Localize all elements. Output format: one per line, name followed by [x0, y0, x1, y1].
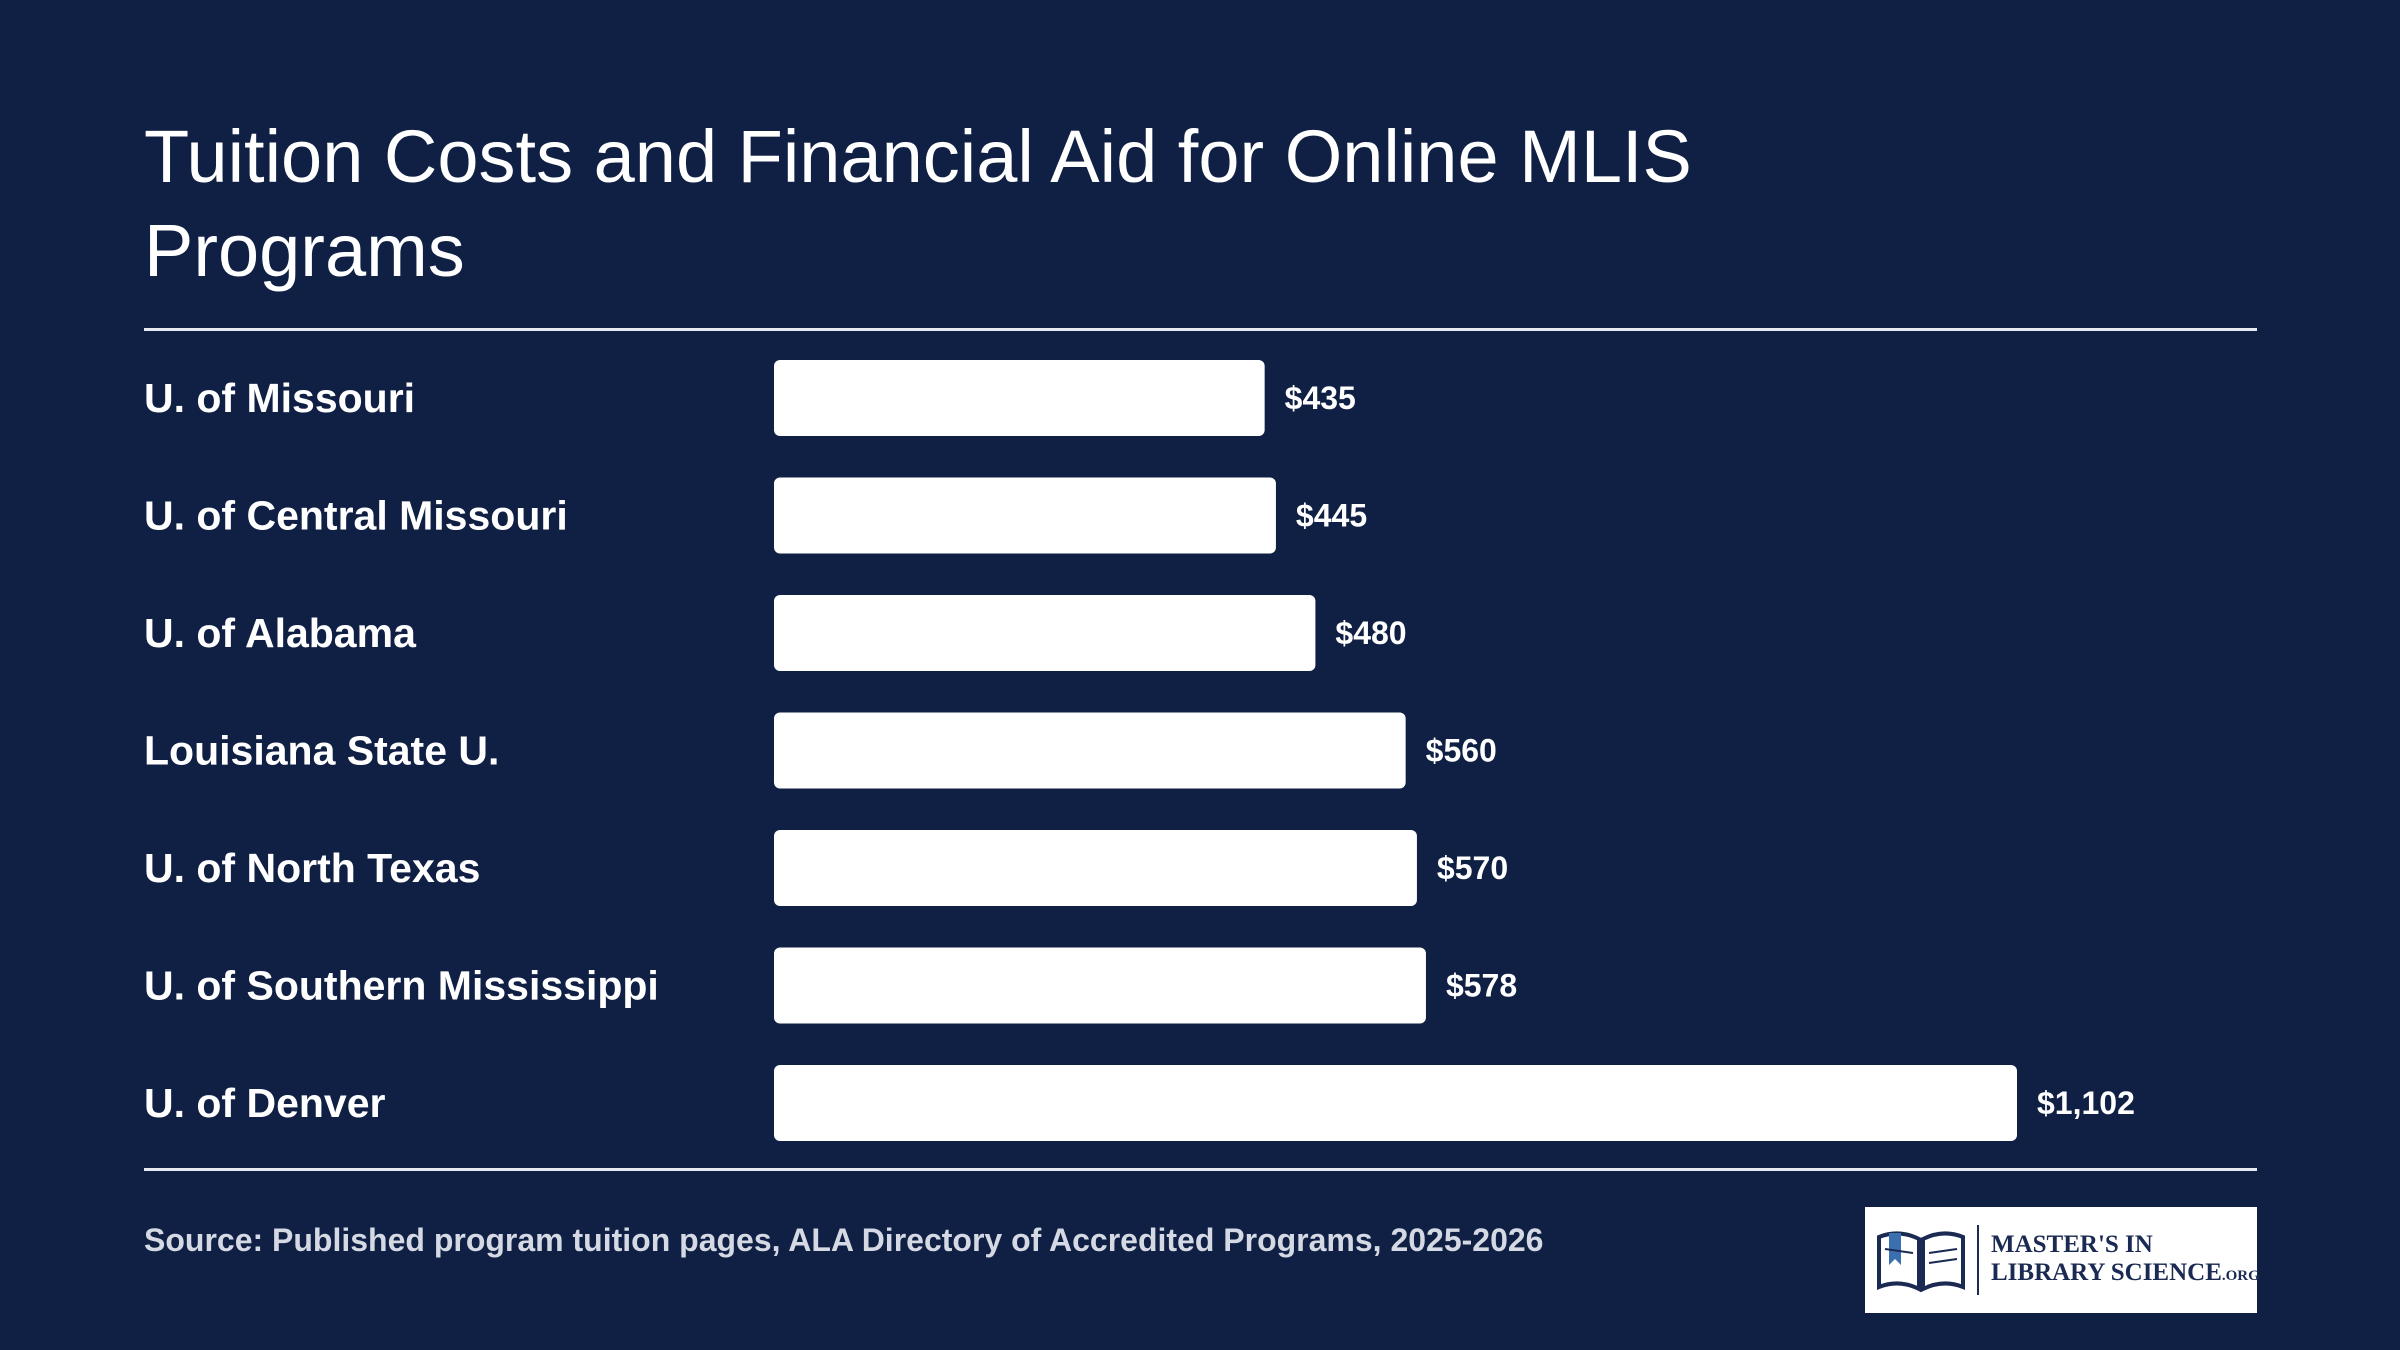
value-label: $445 [1296, 498, 1367, 534]
brand-logo[interactable]: MASTER'S IN LIBRARY SCIENCE.ORG [1865, 1207, 2260, 1313]
category-label: U. of North Texas [144, 845, 480, 891]
bar [774, 712, 1406, 789]
logo-divider [1977, 1225, 1979, 1295]
bar [774, 477, 1276, 554]
value-label: $1,102 [2037, 1085, 2135, 1121]
bar [774, 1065, 2017, 1141]
bar [774, 595, 1316, 671]
open-book-icon [1877, 1231, 1965, 1293]
category-label: U. of Central Missouri [144, 493, 568, 539]
chart-title: Tuition Costs and Financial Aid for Onli… [144, 115, 1692, 292]
logo-line-1: MASTER'S IN [1991, 1231, 2153, 1258]
value-label: $435 [1285, 380, 1356, 416]
source-note: Source: Published program tuition pages,… [144, 1222, 1544, 1258]
category-label: Louisiana State U. [144, 728, 499, 774]
logo-suffix: .ORG [2221, 1268, 2260, 1284]
logo-line-2: LIBRARY SCIENCE [1991, 1259, 2222, 1286]
bar [774, 947, 1426, 1024]
bar [774, 360, 1265, 436]
bar [774, 830, 1417, 906]
top-divider [144, 328, 2257, 331]
value-label: $560 [1426, 733, 1497, 769]
category-label: U. of Southern Mississippi [144, 963, 659, 1009]
category-label: U. of Missouri [144, 375, 415, 421]
value-label: $570 [1437, 850, 1508, 886]
value-label: $480 [1335, 615, 1406, 651]
category-label: U. of Alabama [144, 610, 417, 656]
category-label: U. of Denver [144, 1080, 386, 1126]
bottom-divider [144, 1168, 2257, 1171]
value-label: $578 [1446, 968, 1517, 1004]
logo-wordmark: MASTER'S IN LIBRARY SCIENCE.ORG [1991, 1231, 2260, 1290]
